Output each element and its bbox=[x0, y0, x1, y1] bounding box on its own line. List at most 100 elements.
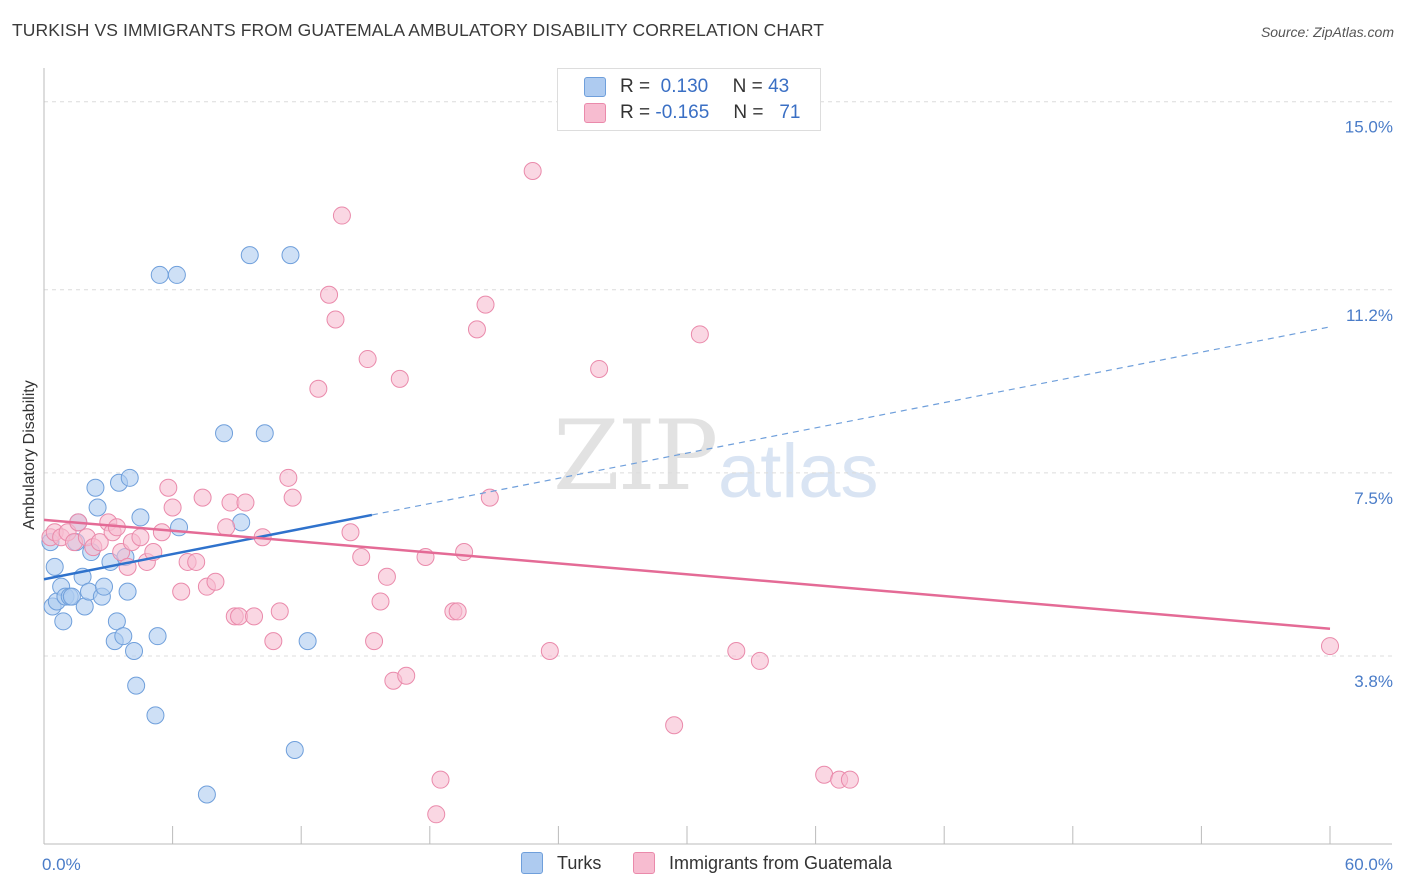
guatemala-point[interactable] bbox=[371, 592, 390, 611]
guatemala-point[interactable] bbox=[467, 320, 486, 339]
x-tick-label: 60.0% bbox=[1345, 855, 1393, 874]
guatemala-point[interactable] bbox=[665, 716, 684, 735]
source-credit: Source: ZipAtlas.com bbox=[1260, 24, 1394, 40]
turks-point[interactable] bbox=[62, 587, 81, 606]
gridlines bbox=[44, 101, 1392, 657]
guatemala-trend bbox=[43, 518, 1331, 630]
guatemala-point[interactable] bbox=[476, 295, 495, 314]
guatemala-point[interactable] bbox=[270, 602, 289, 621]
guatemala-point[interactable] bbox=[341, 523, 360, 542]
x-tick-label: 0.0% bbox=[42, 855, 81, 874]
turks-point[interactable] bbox=[215, 424, 234, 443]
r-label: R = bbox=[620, 76, 651, 97]
turks-point[interactable] bbox=[146, 706, 165, 725]
turks-point[interactable] bbox=[148, 627, 167, 646]
guatemala-point[interactable] bbox=[377, 567, 396, 586]
legend-row-turks: R = 0.130 N = 43 bbox=[584, 75, 789, 99]
guatemala-point[interactable] bbox=[279, 468, 298, 487]
turks-point[interactable] bbox=[75, 597, 94, 616]
y-tick-labels: 3.8% 7.5% 11.2% 15.0% bbox=[1345, 118, 1393, 691]
turks-point[interactable] bbox=[88, 498, 107, 517]
turks-point[interactable] bbox=[107, 612, 126, 631]
guatemala-point[interactable] bbox=[358, 350, 377, 369]
turks-point[interactable] bbox=[170, 518, 189, 537]
turks-point[interactable] bbox=[197, 785, 216, 804]
turks-n-value: 43 bbox=[768, 76, 790, 97]
n-label: N = bbox=[732, 76, 763, 97]
turks-legend-swatch bbox=[521, 852, 543, 874]
guatemala-point[interactable] bbox=[264, 632, 283, 651]
chart-title: TURKISH VS IMMIGRANTS FROM GUATEMALA AMB… bbox=[12, 20, 825, 40]
x-ticks bbox=[43, 826, 1331, 844]
guatemala-point[interactable] bbox=[750, 651, 769, 670]
guatemala-point[interactable] bbox=[163, 498, 182, 517]
guatemala-point[interactable] bbox=[206, 572, 225, 591]
turks-point[interactable] bbox=[118, 582, 137, 601]
guatemala-legend-swatch bbox=[633, 852, 655, 874]
guatemala-point[interactable] bbox=[236, 493, 255, 512]
watermark-atlas: atlas bbox=[718, 429, 879, 514]
guatemala-point[interactable] bbox=[326, 310, 345, 329]
series-legend: Turks Immigrants from Guatemala bbox=[0, 852, 1406, 876]
guatemala-point[interactable] bbox=[309, 379, 328, 398]
guatemala-point[interactable] bbox=[1321, 637, 1339, 656]
guatemala-point[interactable] bbox=[397, 666, 416, 685]
guatemala-n-value: 71 bbox=[779, 102, 801, 123]
guatemala-point[interactable] bbox=[90, 533, 109, 552]
guatemala-point[interactable] bbox=[431, 770, 450, 789]
turks-point[interactable] bbox=[127, 676, 146, 695]
r-label: R = bbox=[620, 102, 651, 123]
guatemala-point[interactable] bbox=[245, 607, 264, 626]
guatemala-point[interactable] bbox=[727, 642, 746, 661]
turks-point[interactable] bbox=[298, 632, 317, 651]
turks-point[interactable] bbox=[86, 478, 105, 497]
guatemala-point[interactable] bbox=[480, 488, 499, 507]
guatemala-point[interactable] bbox=[448, 602, 467, 621]
guatemala-point[interactable] bbox=[840, 770, 859, 789]
turks-point[interactable] bbox=[120, 468, 139, 487]
legend-item-guatemala[interactable]: Immigrants from Guatemala bbox=[633, 852, 892, 874]
turks-point[interactable] bbox=[114, 627, 133, 646]
guatemala-point[interactable] bbox=[815, 765, 834, 784]
guatemala-point[interactable] bbox=[590, 359, 609, 378]
guatemala-point[interactable] bbox=[131, 528, 150, 547]
turks-point[interactable] bbox=[150, 265, 169, 284]
turks-point[interactable] bbox=[54, 612, 73, 631]
y-tick-label: 7.5% bbox=[1354, 489, 1393, 508]
turks-point[interactable] bbox=[131, 508, 150, 527]
guatemala-point[interactable] bbox=[221, 493, 240, 512]
guatemala-point[interactable] bbox=[159, 478, 178, 497]
guatemala-points bbox=[41, 162, 1339, 824]
turks-point[interactable] bbox=[232, 513, 251, 532]
guatemala-point[interactable] bbox=[455, 543, 474, 562]
turks-point[interactable] bbox=[285, 740, 304, 759]
guatemala-point[interactable] bbox=[172, 582, 191, 601]
guatemala-point[interactable] bbox=[390, 369, 409, 388]
guatemala-swatch bbox=[584, 103, 606, 123]
guatemala-point[interactable] bbox=[193, 488, 212, 507]
guatemala-point[interactable] bbox=[427, 805, 446, 824]
turks-point[interactable] bbox=[45, 557, 64, 576]
y-axis-label: Ambulatory Disability bbox=[21, 380, 38, 529]
guatemala-r-value: -0.165 bbox=[655, 102, 710, 123]
guatemala-point[interactable] bbox=[320, 285, 339, 304]
guatemala-point[interactable] bbox=[283, 488, 302, 507]
guatemala-point[interactable] bbox=[365, 632, 384, 651]
turks-point[interactable] bbox=[255, 424, 274, 443]
guatemala-point[interactable] bbox=[690, 325, 709, 344]
turks-point[interactable] bbox=[125, 642, 144, 661]
legend-item-turks[interactable]: Turks bbox=[521, 852, 601, 874]
guatemala-point[interactable] bbox=[540, 642, 559, 661]
guatemala-point[interactable] bbox=[332, 206, 351, 225]
guatemala-point[interactable] bbox=[352, 547, 371, 566]
guatemala-point[interactable] bbox=[523, 162, 542, 181]
turks-point[interactable] bbox=[167, 265, 186, 284]
guatemala-point[interactable] bbox=[230, 607, 249, 626]
turks-point[interactable] bbox=[240, 246, 259, 265]
turks-point[interactable] bbox=[95, 577, 114, 596]
guatemala-point[interactable] bbox=[152, 523, 171, 542]
turks-point[interactable] bbox=[281, 246, 300, 265]
guatemala-point[interactable] bbox=[187, 552, 206, 571]
guatemala-point[interactable] bbox=[217, 518, 236, 537]
